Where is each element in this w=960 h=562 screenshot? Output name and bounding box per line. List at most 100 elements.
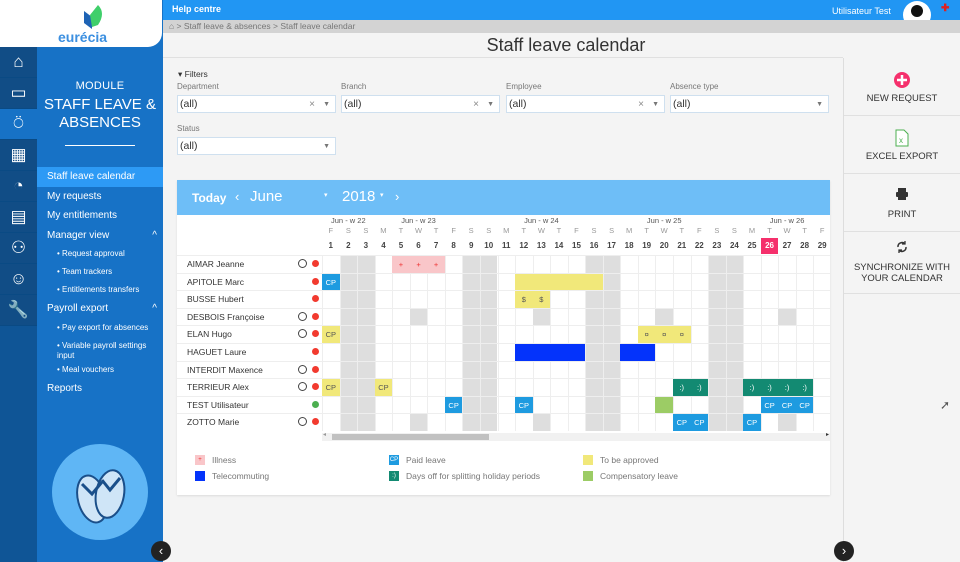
department-select[interactable]: (all) × ▼ [177, 95, 336, 113]
speedometer-icon[interactable]: ◔ [0, 171, 37, 202]
sidebar-item[interactable]: Reports [47, 382, 83, 394]
pending-leave-cell[interactable] [567, 273, 586, 291]
dropdown-arrow-icon[interactable]: ▼ [487, 101, 494, 108]
home-icon[interactable]: ⌂ [169, 21, 175, 31]
tele-leave-cell[interactable] [620, 344, 638, 361]
split-leave-cell[interactable]: :) [778, 379, 796, 396]
print-button[interactable]: PRINT [844, 174, 960, 232]
next-month-icon[interactable]: › [395, 189, 400, 204]
day-number[interactable]: 16 [589, 241, 599, 250]
new-request-button[interactable]: NEW REQUEST [844, 58, 960, 116]
employee-name[interactable]: HAGUET Laure [187, 347, 247, 357]
day-number[interactable]: 1 [328, 241, 333, 250]
day-number[interactable]: 21 [677, 241, 687, 250]
comp-leave-cell[interactable] [655, 396, 673, 414]
day-number[interactable]: 9 [468, 241, 474, 250]
scroll-right-icon[interactable]: ▸ [825, 432, 829, 438]
day-number[interactable]: 26 [760, 238, 779, 254]
scroll-left-icon[interactable]: ◂ [323, 432, 327, 438]
pending-leave-cell[interactable]: ¤ [637, 326, 656, 343]
split-leave-cell[interactable]: :) [690, 379, 709, 396]
clear-icon[interactable]: × [638, 99, 644, 110]
horizontal-scrollbar[interactable]: ◂ ▸ [322, 432, 830, 441]
wrench-icon[interactable]: 🔧 [0, 295, 37, 326]
dropdown-arrow-icon[interactable]: ▼ [652, 101, 659, 108]
help-centre-link[interactable]: Help centre [172, 4, 222, 14]
split-leave-cell[interactable]: :) [673, 379, 691, 396]
day-number[interactable]: 2 [346, 241, 351, 250]
day-number[interactable]: 7 [433, 241, 439, 250]
employee-name[interactable]: ZOTTO Marie [187, 417, 240, 428]
tele-leave-cell[interactable] [532, 344, 551, 361]
smiley-icon[interactable]: ☺ [0, 264, 37, 295]
pending-leave-cell[interactable]: ¤ [673, 326, 691, 343]
breadcrumb-path[interactable]: > Staff leave & absences > Staff leave c… [176, 21, 356, 31]
year-dropdown-icon[interactable]: ▾ [380, 192, 384, 199]
illness-leave-cell[interactable]: + [392, 256, 410, 273]
today-button[interactable]: Today [192, 191, 227, 205]
clock-icon[interactable] [298, 417, 307, 427]
day-number[interactable]: 25 [747, 241, 757, 250]
pending-leave-cell[interactable] [550, 273, 568, 291]
illness-leave-cell[interactable]: + [409, 256, 428, 273]
dropdown-arrow-icon[interactable]: ▼ [816, 101, 823, 108]
clear-icon[interactable]: × [473, 99, 479, 110]
day-number[interactable]: 13 [536, 241, 546, 250]
clock-icon[interactable] [298, 382, 307, 392]
employee-name[interactable]: ELAN Hugo [187, 329, 232, 340]
day-number[interactable]: 10 [484, 241, 494, 250]
pending-leave-cell[interactable]: $ [515, 291, 533, 308]
day-number[interactable]: 22 [694, 241, 704, 250]
employee-name[interactable]: TERRIEUR Alex [187, 382, 249, 393]
day-number[interactable]: 4 [381, 241, 386, 250]
year-select[interactable]: 2018 [342, 188, 376, 205]
paid-leave-cell[interactable]: CP [444, 396, 463, 414]
clock-icon[interactable] [298, 311, 307, 321]
sidebar-item[interactable]: • Pay export for absences [57, 322, 149, 332]
day-number[interactable]: 17 [607, 241, 617, 250]
paid-leave-cell[interactable]: CP [760, 396, 779, 414]
paid-leave-cell[interactable]: CP [515, 396, 533, 414]
paid-leave-cell[interactable]: CP [743, 414, 761, 431]
sidebar-item[interactable]: Staff leave calendar [37, 167, 163, 187]
eurecia-logo[interactable]: eurécia [0, 0, 162, 47]
pending-leave-cell[interactable]: CP [374, 379, 393, 396]
sidebar-item[interactable]: Manager view ^ [37, 226, 163, 246]
pending-leave-cell[interactable] [585, 273, 603, 291]
day-number[interactable]: 8 [451, 241, 456, 250]
pending-leave-cell[interactable] [532, 273, 551, 291]
branch-select[interactable]: (all) × ▼ [341, 95, 500, 113]
calendar-icon[interactable]: ▤ [0, 202, 37, 233]
day-number[interactable]: 24 [729, 241, 739, 250]
paid-leave-cell[interactable]: CP [795, 396, 814, 414]
people-icon[interactable]: ⚇ [0, 233, 37, 264]
collapse-sidebar-button[interactable]: ‹ [151, 541, 171, 561]
pending-leave-cell[interactable]: CP [322, 326, 340, 343]
day-number[interactable]: 27 [782, 241, 792, 250]
home-icon[interactable]: ⌂ [0, 47, 37, 78]
day-number[interactable]: 20 [659, 241, 669, 250]
day-number[interactable]: 19 [642, 241, 652, 250]
clock-icon[interactable] [298, 364, 307, 374]
absence-type-select[interactable]: (all) ▼ [670, 95, 829, 113]
month-select[interactable]: June [250, 188, 283, 205]
scrollbar-thumb[interactable] [332, 434, 489, 440]
filters-toggle[interactable]: ▾ Filters [178, 69, 208, 80]
chevron-up-icon[interactable]: ^ [152, 229, 157, 241]
day-number[interactable]: 3 [363, 241, 369, 250]
sidebar-item[interactable]: My entitlements [47, 210, 118, 221]
day-number[interactable]: 5 [398, 241, 404, 250]
paid-leave-cell[interactable]: CP [690, 414, 709, 431]
synchronize-with-your-calendar-button[interactable]: SYNCHRONIZE WITH YOUR CALENDAR [844, 232, 960, 294]
employee-name[interactable]: AIMAR Jeanne [187, 259, 245, 269]
pending-leave-cell[interactable]: ¤ [655, 326, 673, 343]
clock-icon[interactable] [298, 329, 307, 339]
day-number[interactable]: 6 [416, 241, 421, 250]
sidebar-item[interactable]: • Request approval [57, 249, 125, 258]
pending-leave-cell[interactable]: CP [322, 379, 340, 396]
day-number[interactable]: 15 [572, 241, 581, 250]
flip-flops-icon[interactable]: ⍥ [0, 109, 37, 140]
calculator-icon[interactable]: ▦ [0, 140, 37, 171]
chevron-up-icon[interactable]: ^ [152, 303, 157, 314]
dropdown-arrow-icon[interactable]: ▼ [323, 101, 330, 108]
